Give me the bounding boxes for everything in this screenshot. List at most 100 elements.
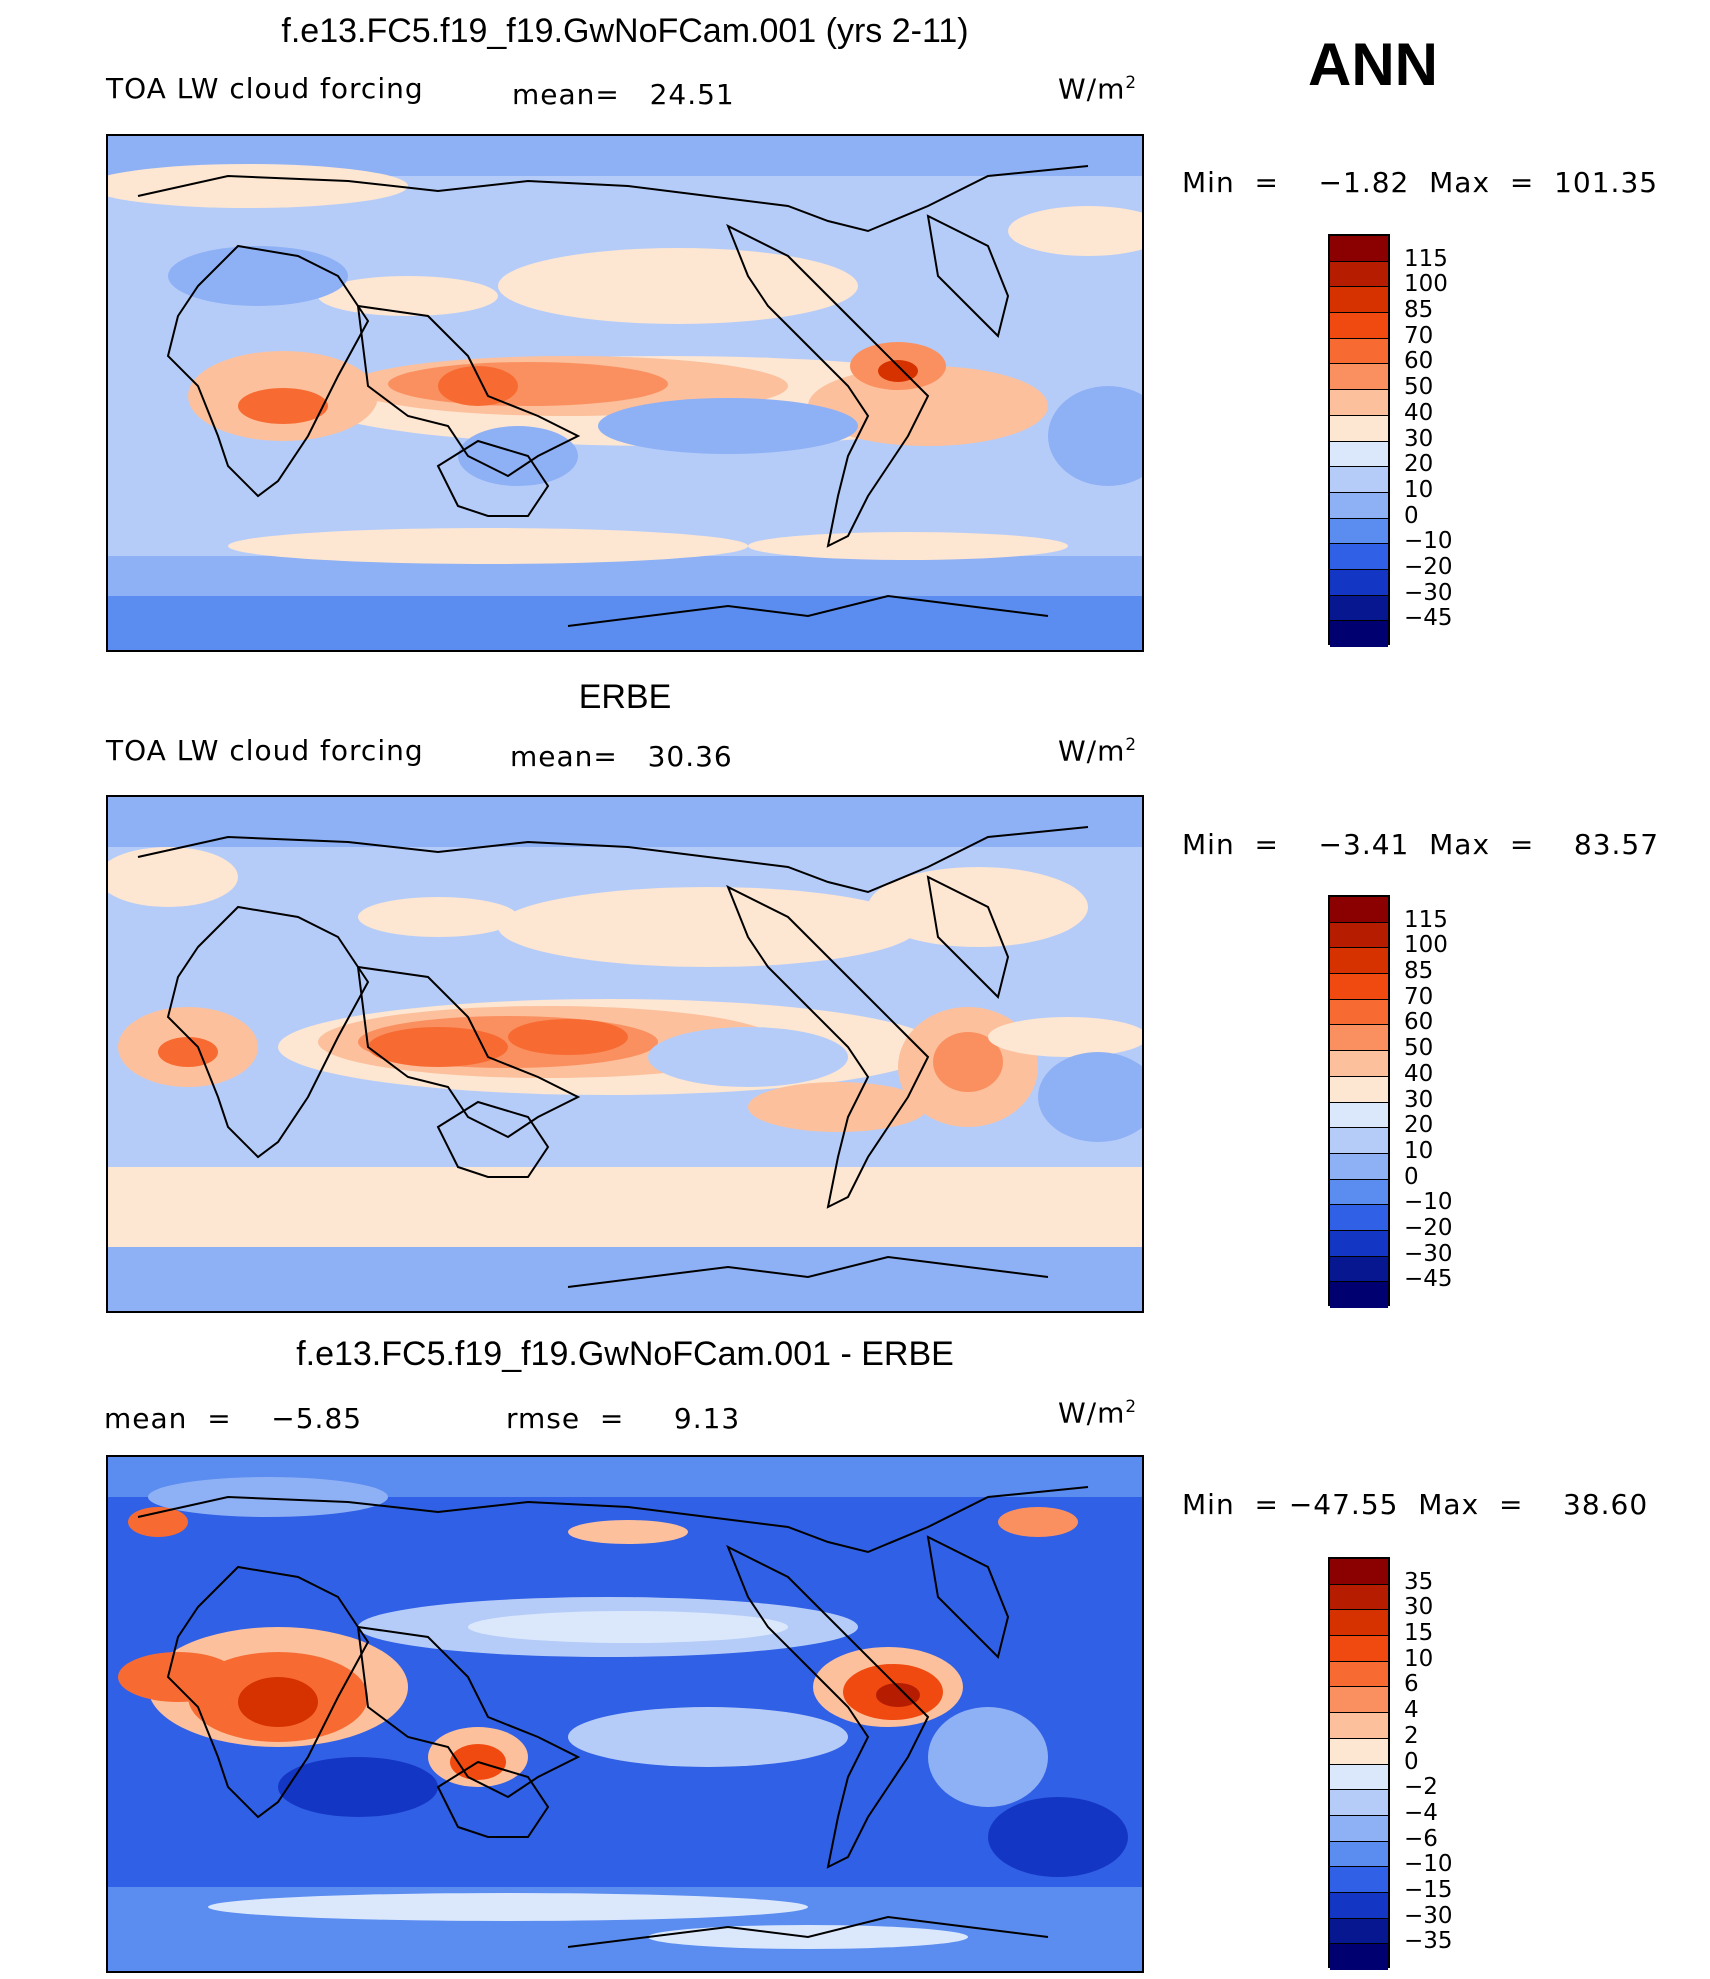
colorbar-level-label: −30 <box>1404 1902 1453 1929</box>
panel-3-units: W/m2 <box>1058 1396 1138 1430</box>
panel-2-units: W/m2 <box>1058 734 1138 768</box>
colorbar-level-label: 15 <box>1404 1620 1434 1647</box>
colorbar-level-label: −20 <box>1404 1214 1453 1241</box>
panel-2-mean: mean= 30.36 <box>510 740 733 773</box>
colorbar-swatch <box>1330 1179 1388 1206</box>
colorbar-level-label: 6 <box>1404 1671 1419 1698</box>
panel-3-colorbar <box>1328 1557 1390 1970</box>
colorbar-level-label: −10 <box>1404 528 1453 555</box>
colorbar-swatch <box>1330 1230 1388 1257</box>
colorbar-level-label: 30 <box>1404 1086 1434 1113</box>
colorbar-level-label: −35 <box>1404 1928 1453 1955</box>
colorbar-swatch <box>1330 313 1388 339</box>
colorbar-level-label: 40 <box>1404 399 1434 426</box>
colorbar-swatch <box>1330 1559 1388 1585</box>
colorbar-level-label: 2 <box>1404 1722 1419 1749</box>
colorbar-level-label: 0 <box>1404 1163 1419 1190</box>
colorbar-level-label: 4 <box>1404 1697 1419 1724</box>
colorbar-level-label: 10 <box>1404 1137 1434 1164</box>
panel-1-minmax: Min = −1.82 Max = 101.35 <box>1182 166 1659 199</box>
colorbar-swatch <box>1330 1636 1388 1662</box>
colorbar-swatch <box>1330 1102 1388 1129</box>
colorbar-swatch <box>1330 492 1388 519</box>
colorbar-swatch <box>1330 390 1388 416</box>
colorbar-level-label: −10 <box>1404 1189 1453 1216</box>
panel-3-mean: mean = −5.85 <box>104 1402 363 1435</box>
colorbar-swatch <box>1330 1282 1388 1308</box>
panel-2-field-label: TOA LW cloud forcing <box>106 734 424 767</box>
colorbar-swatch <box>1330 621 1388 647</box>
colorbar-swatch <box>1330 1918 1388 1945</box>
colorbar-level-label: 60 <box>1404 348 1434 375</box>
colorbar-swatch <box>1330 261 1388 288</box>
colorbar-level-label: −2 <box>1404 1774 1438 1801</box>
panel-3-title: f.e13.FC5.f19_f19.GwNoFCam.001 - ERBE <box>296 1335 954 1373</box>
colorbar-level-label: −45 <box>1404 1266 1453 1293</box>
colorbar-swatch <box>1330 1687 1388 1714</box>
colorbar-level-label: −4 <box>1404 1799 1438 1826</box>
colorbar-swatch <box>1330 569 1388 596</box>
colorbar-swatch <box>1330 1944 1388 1970</box>
colorbar-swatch <box>1330 1790 1388 1816</box>
panel-2-colorbar <box>1328 895 1390 1308</box>
colorbar-swatch <box>1330 364 1388 391</box>
panel-3-map <box>106 1455 1144 1973</box>
panel-1-title: f.e13.FC5.f19_f19.GwNoFCam.001 (yrs 2-11… <box>281 12 969 50</box>
colorbar-swatch <box>1330 441 1388 468</box>
panel-1-map <box>106 134 1144 652</box>
colorbar-swatch <box>1330 595 1388 622</box>
panel-2-title: ERBE <box>578 678 672 716</box>
colorbar-swatch <box>1330 1205 1388 1231</box>
colorbar-level-label: −6 <box>1404 1825 1438 1852</box>
colorbar-swatch <box>1330 974 1388 1000</box>
colorbar-swatch <box>1330 1738 1388 1765</box>
colorbar-swatch <box>1330 518 1388 545</box>
colorbar-level-label: 20 <box>1404 1112 1434 1139</box>
colorbar-swatch <box>1330 1025 1388 1052</box>
colorbar-swatch <box>1330 544 1388 570</box>
colorbar-swatch <box>1330 897 1388 923</box>
colorbar-swatch <box>1330 236 1388 262</box>
panel-1-units: W/m2 <box>1058 72 1138 106</box>
season-label: ANN <box>1308 31 1438 98</box>
colorbar-swatch <box>1330 1610 1388 1637</box>
colorbar-level-label: −45 <box>1404 605 1453 632</box>
colorbar-level-label: 115 <box>1404 906 1448 933</box>
colorbar-level-label: 115 <box>1404 245 1448 272</box>
panel-3-minmax: Min = −47.55 Max = 38.60 <box>1182 1488 1649 1521</box>
colorbar-level-label: 100 <box>1404 271 1448 298</box>
colorbar-swatch <box>1330 415 1388 442</box>
colorbar-level-label: 50 <box>1404 374 1434 401</box>
colorbar-swatch <box>1330 1584 1388 1611</box>
colorbar-level-label: −15 <box>1404 1876 1453 1903</box>
colorbar-swatch <box>1330 1892 1388 1919</box>
colorbar-level-label: 30 <box>1404 1594 1434 1621</box>
colorbar-level-label: −30 <box>1404 579 1453 606</box>
colorbar-swatch <box>1330 287 1388 314</box>
colorbar-swatch <box>1330 1867 1388 1893</box>
colorbar-swatch <box>1330 1764 1388 1791</box>
colorbar-level-label: 40 <box>1404 1060 1434 1087</box>
colorbar-swatch <box>1330 338 1388 365</box>
panel-1-field-label: TOA LW cloud forcing <box>106 72 424 105</box>
colorbar-level-label: 100 <box>1404 932 1448 959</box>
colorbar-level-label: −20 <box>1404 553 1453 580</box>
colorbar-swatch <box>1330 948 1388 975</box>
colorbar-swatch <box>1330 1128 1388 1154</box>
colorbar-level-label: −30 <box>1404 1240 1453 1267</box>
colorbar-swatch <box>1330 1256 1388 1283</box>
colorbar-level-label: 70 <box>1404 983 1434 1010</box>
colorbar-level-label: 10 <box>1404 1645 1434 1672</box>
colorbar-level-label: 70 <box>1404 322 1434 349</box>
colorbar-level-label: 0 <box>1404 502 1419 529</box>
panel-1-mean: mean= 24.51 <box>512 78 735 111</box>
colorbar-swatch <box>1330 467 1388 493</box>
colorbar-swatch <box>1330 1815 1388 1842</box>
colorbar-level-label: 60 <box>1404 1009 1434 1036</box>
colorbar-swatch <box>1330 1661 1388 1688</box>
colorbar-level-label: 0 <box>1404 1748 1419 1775</box>
colorbar-swatch <box>1330 922 1388 949</box>
panel-2-map <box>106 795 1144 1313</box>
panel-3-rmse: rmse = 9.13 <box>506 1402 741 1435</box>
panel-1-colorbar <box>1328 234 1390 647</box>
